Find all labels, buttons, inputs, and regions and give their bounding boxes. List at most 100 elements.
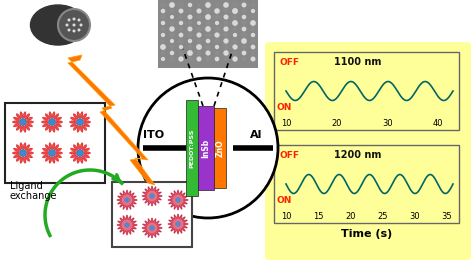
Ellipse shape	[83, 148, 90, 152]
Ellipse shape	[73, 145, 78, 150]
Ellipse shape	[55, 148, 62, 152]
Text: OFF: OFF	[280, 58, 300, 67]
Circle shape	[77, 150, 83, 156]
Circle shape	[161, 33, 165, 37]
Text: Ligand: Ligand	[10, 181, 43, 191]
Circle shape	[196, 8, 201, 13]
Circle shape	[175, 197, 181, 203]
Ellipse shape	[12, 121, 19, 123]
Ellipse shape	[13, 123, 19, 127]
Ellipse shape	[25, 156, 30, 161]
Circle shape	[188, 39, 192, 43]
Text: 35: 35	[441, 212, 452, 221]
Circle shape	[149, 225, 155, 231]
Circle shape	[223, 38, 228, 44]
Ellipse shape	[30, 5, 85, 45]
Circle shape	[251, 33, 255, 37]
Ellipse shape	[25, 145, 30, 150]
Circle shape	[188, 8, 192, 13]
Circle shape	[196, 38, 201, 44]
Bar	[214, 108, 226, 188]
Circle shape	[205, 56, 211, 62]
Ellipse shape	[80, 112, 83, 118]
Text: 30: 30	[409, 212, 420, 221]
Bar	[186, 100, 198, 196]
Ellipse shape	[49, 157, 52, 163]
Circle shape	[188, 15, 192, 20]
Circle shape	[19, 150, 27, 156]
Circle shape	[223, 26, 228, 32]
Bar	[5, 103, 105, 183]
Circle shape	[73, 23, 75, 26]
Circle shape	[169, 26, 175, 32]
Ellipse shape	[82, 145, 87, 150]
Circle shape	[49, 119, 55, 125]
Ellipse shape	[54, 145, 59, 150]
Text: 40: 40	[433, 119, 443, 128]
Polygon shape	[117, 190, 137, 210]
Ellipse shape	[54, 125, 59, 130]
Ellipse shape	[45, 125, 50, 130]
Circle shape	[49, 150, 55, 156]
Bar	[274, 145, 459, 223]
Ellipse shape	[54, 156, 59, 161]
Bar	[198, 106, 214, 190]
Circle shape	[206, 39, 210, 43]
Circle shape	[197, 21, 201, 25]
Circle shape	[170, 51, 174, 55]
Circle shape	[138, 78, 278, 218]
Polygon shape	[168, 214, 188, 234]
Polygon shape	[168, 190, 188, 210]
Ellipse shape	[71, 154, 76, 158]
Ellipse shape	[83, 154, 90, 158]
Ellipse shape	[82, 114, 87, 119]
Ellipse shape	[71, 123, 76, 127]
Circle shape	[250, 20, 256, 26]
Circle shape	[170, 39, 174, 43]
Ellipse shape	[49, 143, 52, 149]
Ellipse shape	[27, 148, 33, 152]
Circle shape	[242, 3, 246, 7]
Circle shape	[251, 15, 255, 19]
Ellipse shape	[43, 117, 48, 121]
Circle shape	[214, 38, 220, 44]
Circle shape	[160, 14, 165, 20]
Text: exchange: exchange	[10, 191, 57, 201]
Ellipse shape	[20, 112, 23, 118]
Circle shape	[169, 32, 175, 38]
Ellipse shape	[54, 114, 59, 119]
Circle shape	[67, 18, 71, 21]
Ellipse shape	[13, 117, 19, 121]
Circle shape	[179, 45, 183, 49]
Ellipse shape	[56, 152, 63, 154]
Ellipse shape	[23, 112, 26, 118]
Circle shape	[241, 38, 247, 44]
Circle shape	[232, 44, 237, 50]
Polygon shape	[68, 55, 155, 185]
Circle shape	[179, 33, 183, 37]
Circle shape	[233, 15, 237, 20]
Circle shape	[241, 21, 246, 26]
Circle shape	[250, 56, 255, 62]
Circle shape	[160, 44, 166, 50]
Circle shape	[197, 15, 201, 20]
Circle shape	[179, 21, 183, 25]
Circle shape	[187, 26, 192, 31]
Circle shape	[215, 21, 219, 25]
Ellipse shape	[70, 121, 76, 123]
Ellipse shape	[16, 156, 21, 161]
Circle shape	[233, 27, 237, 31]
Circle shape	[205, 50, 210, 55]
Circle shape	[161, 39, 165, 43]
Bar	[158, 0, 258, 68]
Ellipse shape	[56, 121, 63, 123]
Ellipse shape	[27, 152, 34, 154]
Circle shape	[170, 15, 174, 19]
Ellipse shape	[49, 112, 52, 118]
Ellipse shape	[77, 157, 80, 163]
Ellipse shape	[42, 121, 48, 123]
Text: Al: Al	[250, 130, 263, 140]
Text: 30: 30	[382, 119, 392, 128]
Circle shape	[188, 21, 192, 25]
Ellipse shape	[43, 154, 48, 158]
